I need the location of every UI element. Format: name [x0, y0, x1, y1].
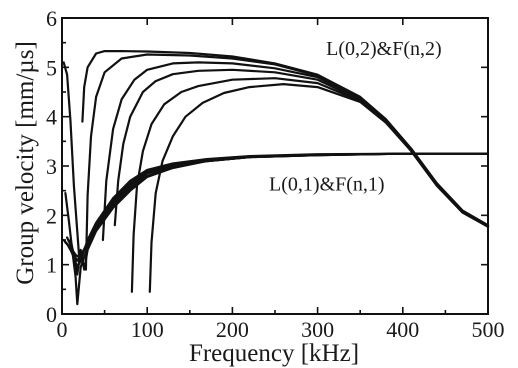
dispersion-curve-second-order-12 [148, 83, 490, 293]
y-tick-label: 4 [46, 105, 57, 130]
y-tick-label: 6 [46, 6, 57, 31]
y-tick-label: 3 [46, 154, 57, 179]
dispersion-curve-first-order-5 [62, 152, 490, 269]
mode-annotation-2: L(0,1)&F(n,1) [269, 174, 385, 196]
x-tick-label: 200 [216, 317, 249, 342]
x-axis: 0 100 200 300 400 500 [57, 18, 505, 342]
x-tick-label: 500 [472, 317, 505, 342]
x-tick-label: 400 [386, 317, 419, 342]
x-tick-label: 300 [301, 317, 334, 342]
x-tick-label: 100 [131, 317, 164, 342]
y-axis: 0 1 2 3 4 5 6 [46, 6, 488, 327]
curves [62, 50, 490, 306]
y-tick-label: 0 [46, 302, 57, 327]
y-tick-label: 2 [46, 203, 57, 228]
y-axis-title: Group velocity [mm/µs] [12, 41, 39, 285]
dispersion-curve-second-order-10 [113, 68, 490, 228]
x-tick-label: 0 [57, 317, 68, 342]
y-tick-label: 5 [46, 55, 57, 80]
dispersion-curve-second-order-8 [84, 53, 490, 271]
dispersion-curve-second-order-6 [62, 61, 81, 256]
dispersion-curve-second-order-9 [101, 61, 490, 242]
x-axis-title: Frequency [kHz] [189, 340, 359, 367]
dispersion-curve-second-order-7 [81, 50, 490, 227]
annotations: L(0,2)&F(n,2) L(0,1)&F(n,1) [269, 38, 442, 196]
y-tick-label: 1 [46, 253, 57, 278]
mode-annotation-1: L(0,2)&F(n,2) [326, 38, 442, 60]
